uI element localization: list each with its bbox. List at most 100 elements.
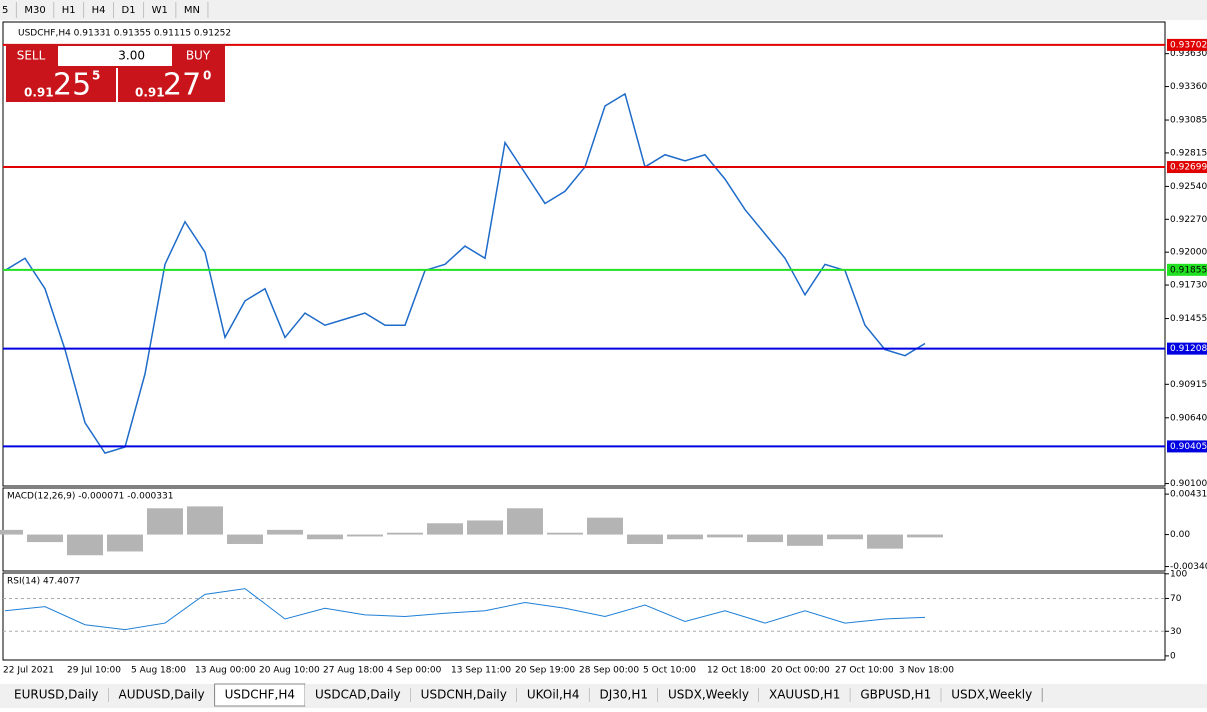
divider <box>116 68 118 102</box>
tab-bg <box>410 684 517 706</box>
chart-tab[interactable]: USDX,Weekly <box>668 688 749 702</box>
y-tick-label: -0.003405 <box>1170 562 1207 572</box>
chart-tab[interactable]: USDCAD,Daily <box>315 688 401 702</box>
histogram-bar <box>667 534 703 540</box>
x-tick-label: 28 Sep 00:00 <box>579 666 639 676</box>
chart-tab[interactable]: EURUSD,Daily <box>14 688 99 702</box>
timeframe-button[interactable]: W1 <box>152 5 168 16</box>
x-tick-label: 27 Oct 10:00 <box>835 666 894 676</box>
histogram-bar <box>107 534 143 552</box>
timeframe-button[interactable]: MN <box>184 5 200 16</box>
histogram-bar <box>427 523 463 535</box>
tab-bg <box>941 684 1043 706</box>
timeframe-button[interactable]: H4 <box>92 5 106 16</box>
histogram-bar <box>867 534 903 549</box>
chart-tab[interactable]: USDX,Weekly <box>951 688 1032 702</box>
y-tick-label: 0.93085 <box>1170 116 1207 126</box>
level-badge <box>1167 161 1207 174</box>
level-label: 0.91855 <box>1170 265 1207 275</box>
y-tick-label: 0.92540 <box>1170 182 1207 192</box>
y-tick-label: 0.92815 <box>1170 148 1207 158</box>
histogram-bar <box>27 534 63 543</box>
histogram-bar <box>907 534 943 538</box>
histogram-bar <box>747 534 783 543</box>
buy-pips: 27 <box>163 68 201 103</box>
histogram-bar <box>467 520 503 535</box>
y-tick-label: 0.93360 <box>1170 82 1207 92</box>
y-tick-label: 0.00431 <box>1170 490 1207 500</box>
x-tick-label: 5 Oct 10:00 <box>643 666 696 676</box>
tab-bg <box>589 684 658 706</box>
histogram-bar <box>0 529 23 535</box>
lots-box <box>58 46 172 66</box>
y-tick-label: 0.90640 <box>1170 413 1207 423</box>
y-tick-label: 0.92270 <box>1170 215 1207 225</box>
panel-title: RSI(14) 47.4077 <box>7 577 80 587</box>
level-label: 0.93702 <box>1170 40 1207 50</box>
histogram-bar <box>347 534 383 537</box>
tab-bg <box>658 684 759 706</box>
histogram-bar <box>827 534 863 540</box>
tab-bg <box>759 684 851 706</box>
x-tick-label: 13 Aug 00:00 <box>195 666 256 676</box>
chart-tab[interactable]: AUDUSD,Daily <box>119 688 205 702</box>
x-tick-label: 13 Sep 11:00 <box>451 666 511 676</box>
timeframe-button[interactable]: 5 <box>2 5 8 16</box>
chart-tab[interactable]: USDCNH,Daily <box>421 688 507 702</box>
x-tick-label: 5 Aug 18:00 <box>131 666 186 676</box>
histogram-bar <box>507 508 543 535</box>
y-tick-label: 0.90100 <box>1170 479 1207 489</box>
timeframe-button[interactable]: D1 <box>122 5 136 16</box>
y-tick-label: 0.91455 <box>1170 314 1207 324</box>
price-line <box>4 92 926 454</box>
chart-tab[interactable]: XAUUSD,H1 <box>769 688 840 702</box>
histogram-bar <box>707 534 743 538</box>
sell-button[interactable]: SELL <box>17 49 46 63</box>
buy-frac: 0 <box>203 69 211 83</box>
tab-bg <box>850 684 942 706</box>
chart-tab[interactable]: GBPUSD,H1 <box>860 688 931 702</box>
x-tick-label: 20 Oct 00:00 <box>771 666 830 676</box>
buy-button[interactable]: BUY <box>186 49 211 63</box>
panel-title: USDCHF,H4 0.91331 0.91355 0.91115 0.9125… <box>18 29 231 39</box>
sell-price: 0.91 <box>24 86 54 100</box>
tab-bg <box>516 684 590 706</box>
tab-bg <box>108 684 215 706</box>
tab-bg <box>305 684 411 706</box>
histogram-bar <box>547 532 583 535</box>
chart-tab[interactable]: UKOil,H4 <box>527 688 580 702</box>
chart-tab[interactable]: DJ30,H1 <box>599 688 648 702</box>
lots-input[interactable]: 3.00 <box>118 49 145 63</box>
x-tick-label: 29 Jul 10:00 <box>67 666 121 676</box>
histogram-bar <box>787 534 823 546</box>
sell-frac: 5 <box>92 69 100 83</box>
level-badge <box>1167 440 1207 453</box>
trade-panel: SELL 3.00 BUY 0.91 25 5 0.91 27 0 <box>6 44 225 103</box>
x-tick-label: 22 Jul 2021 <box>3 666 54 676</box>
x-tick-label: 20 Sep 19:00 <box>515 666 575 676</box>
rsi-panel <box>2 572 1166 661</box>
histogram-bar <box>67 534 103 556</box>
y-tick-label: 70 <box>1170 594 1182 604</box>
y-tick-label: 0.91730 <box>1170 281 1207 291</box>
y-tick-label: 30 <box>1170 627 1182 637</box>
timeframe-button[interactable]: H1 <box>62 5 76 16</box>
chart-tab[interactable]: USDCHF,H4 <box>225 688 295 702</box>
buy-price: 0.91 <box>135 86 165 100</box>
x-tick-label: 27 Aug 18:00 <box>323 666 384 676</box>
sell-pips: 25 <box>53 68 91 103</box>
level-badge <box>1167 38 1207 51</box>
y-tick-label: 0.90915 <box>1170 380 1207 390</box>
y-tick-label: 0 <box>1170 651 1176 661</box>
x-tick-label: 3 Nov 18:00 <box>899 666 954 676</box>
histogram-bar <box>227 534 263 544</box>
level-label: 0.90405 <box>1170 442 1207 452</box>
y-tick-label: 100 <box>1170 569 1187 579</box>
y-tick-label: 0.92000 <box>1170 248 1207 258</box>
tab-bg <box>4 684 109 706</box>
level-badge <box>1167 342 1207 355</box>
panel-title: MACD(12,26,9) -0.000071 -0.000331 <box>7 492 173 502</box>
timeframe-button[interactable]: M30 <box>24 5 45 16</box>
